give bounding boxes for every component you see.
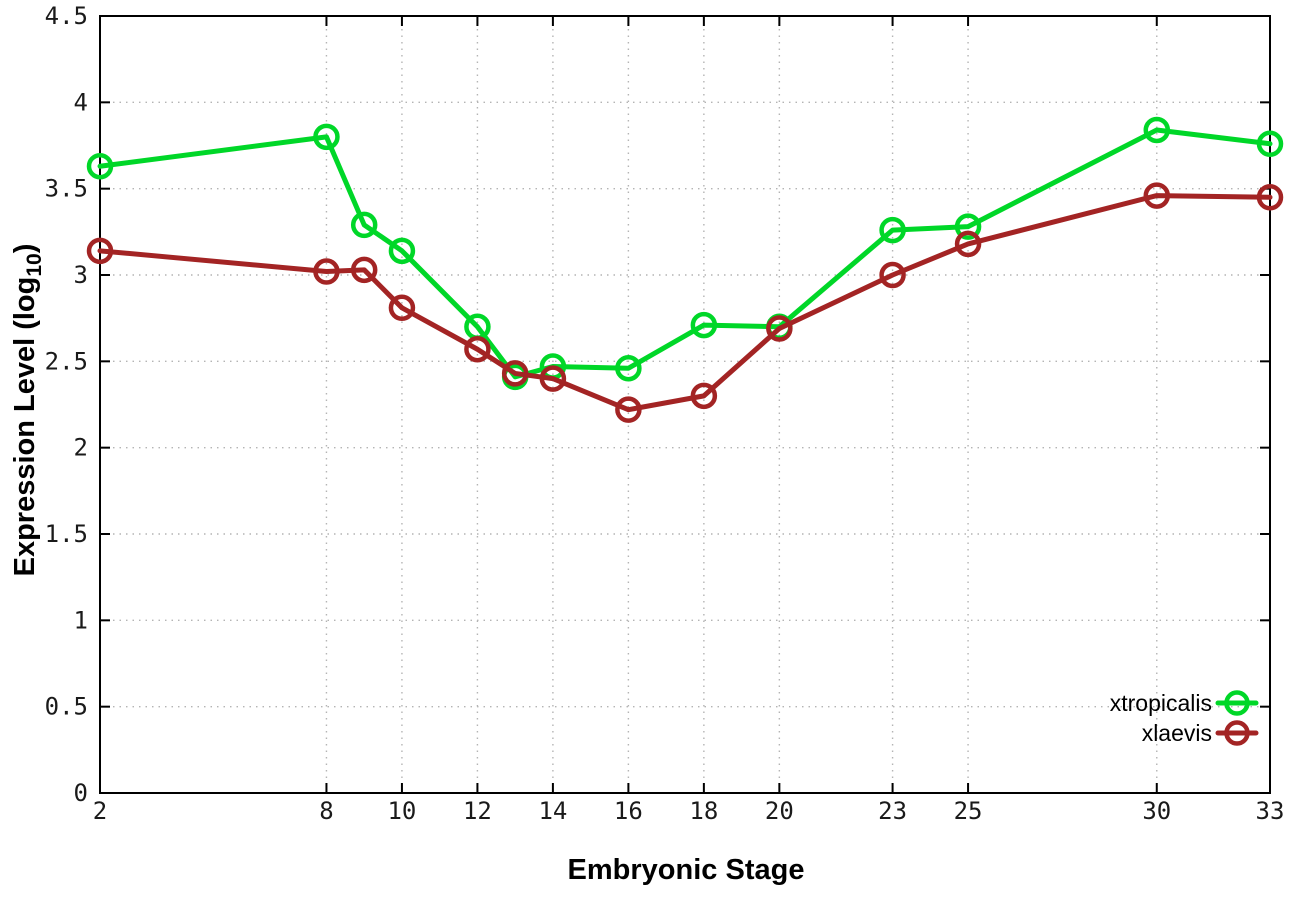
series-xlaevis-point: [615, 396, 642, 423]
series-xtropicalis-point: [879, 216, 906, 244]
series-xlaevis-point: [86, 237, 114, 265]
x-tick-label: 23: [878, 797, 907, 825]
plot-border: [99, 15, 1271, 794]
x-tick-label: 8: [319, 797, 333, 825]
x-tick-label: 16: [614, 797, 643, 825]
legend-sample-marker-xlaevis: [1224, 720, 1250, 746]
series-xtropicalis-point: [1256, 130, 1284, 158]
y-tick-label: 3.5: [45, 175, 88, 203]
series-xlaevis-point: [388, 294, 416, 322]
series-xtropicalis-point: [1143, 116, 1171, 144]
y-tick-label: 4: [74, 88, 88, 116]
y-tick-label: 1.5: [45, 520, 88, 548]
y-tick-label: 2.5: [45, 347, 88, 375]
legend-sample-marker-xtropicalis: [1224, 690, 1250, 716]
series-xtropicalis-point: [388, 237, 416, 265]
series-xtropicalis-point: [86, 152, 114, 180]
series-xlaevis-point: [1256, 184, 1284, 211]
series-xlaevis-point: [313, 258, 340, 285]
x-tick-label: 2: [93, 797, 107, 825]
series-xlaevis-point: [539, 365, 567, 392]
y-tick-label: 0.5: [45, 693, 88, 721]
series-xtropicalis-point: [690, 311, 718, 339]
series-xtropicalis-point: [313, 123, 340, 151]
x-axis-title: Embryonic Stage: [568, 854, 805, 886]
series-xtropicalis-point: [615, 354, 642, 382]
x-tick-label: 25: [954, 797, 983, 825]
y-tick-label: 3: [74, 261, 88, 289]
x-tick-label: 18: [689, 797, 718, 825]
series-xlaevis-point: [1143, 182, 1171, 209]
y-tick-label: 4.5: [45, 2, 88, 30]
series-xtropicalis-point: [954, 213, 982, 240]
y-axis-title-subscript: 10: [23, 253, 46, 276]
y-axis-title: Expression Level (log10): [9, 244, 46, 577]
series-xlaevis-point: [690, 382, 718, 410]
series-xlaevis-point: [501, 360, 529, 387]
series-xlaevis-point: [464, 335, 491, 363]
x-tick-label: 12: [463, 797, 492, 825]
series-xlaevis-point: [350, 256, 378, 284]
x-tick-label: 20: [765, 797, 794, 825]
y-axis-title-main: Expression Level (log: [9, 277, 41, 577]
y-tick-label: 1: [74, 606, 88, 634]
series-xlaevis-point: [954, 230, 982, 258]
y-tick-label: 2: [74, 434, 88, 462]
legend-label-xlaevis: xlaevis: [1142, 720, 1212, 746]
series-xlaevis-point: [766, 315, 793, 342]
y-axis-title-close: ): [9, 244, 41, 254]
x-tick-label: 30: [1142, 797, 1171, 825]
legend-label-xtropicalis: xtropicalis: [1110, 690, 1212, 716]
series-xtropicalis-point: [350, 211, 378, 239]
y-tick-label: 0: [74, 779, 88, 807]
x-tick-label: 14: [538, 797, 567, 825]
series-xlaevis-point: [879, 261, 906, 289]
x-tick-label: 33: [1256, 797, 1285, 825]
x-tick-label: 10: [387, 797, 416, 825]
